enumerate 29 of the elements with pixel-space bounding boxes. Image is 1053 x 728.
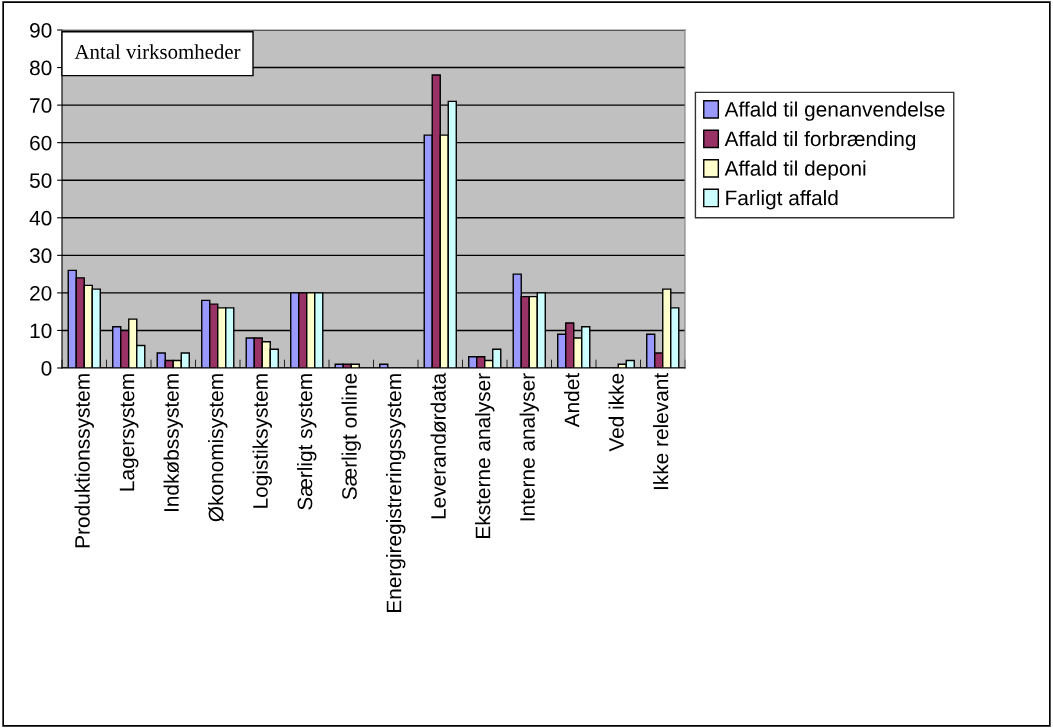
y-tick-label: 10 (30, 323, 52, 339)
y-tick-label: 90 (30, 23, 52, 38)
x-tick-label: Økonomisystem (208, 374, 228, 522)
text: Antal virksomheder (74, 44, 241, 59)
x-tick-label: Leverandørdata (430, 372, 447, 519)
legend-label: Farligt affald (726, 190, 838, 210)
y-tick-label: 50 (29, 173, 52, 188)
x-tick-label: Produktionssystem (74, 374, 94, 548)
legend-label: Affald til forbrænding (724, 130, 916, 151)
x-tick-label: Lagersystem (119, 374, 139, 491)
x-tick-label: Eksterne analyser (475, 373, 495, 538)
x-tick-label: Energiregistreringssystem (386, 374, 406, 612)
x-tick-label: Interne analyser (519, 373, 539, 521)
x-tick-label: Indkøbssystem (163, 374, 183, 512)
x-tick-label: Særligt system (297, 374, 317, 510)
x-tick-label: Ved ikke (608, 373, 624, 452)
y-tick-label: 20 (30, 285, 52, 301)
y-tick-label: 60 (30, 135, 52, 151)
y-tick-label: 40 (29, 210, 52, 226)
legend-label: Affald til genanvendelse (724, 101, 945, 121)
y-tick-label: 70 (30, 98, 52, 113)
y-tick-label: 0 (41, 361, 52, 376)
legend-label: Affald til deponi (724, 160, 866, 180)
y-tick-label: 30 (29, 248, 52, 264)
y-tick-label: 80 (30, 60, 52, 76)
x-tick-label: Andet (564, 373, 580, 428)
x-tick-label: Logistiksystem (252, 374, 272, 508)
x-tick-label: Særligt online (341, 373, 361, 500)
x-tick-label: Ikke relevant (653, 373, 669, 490)
